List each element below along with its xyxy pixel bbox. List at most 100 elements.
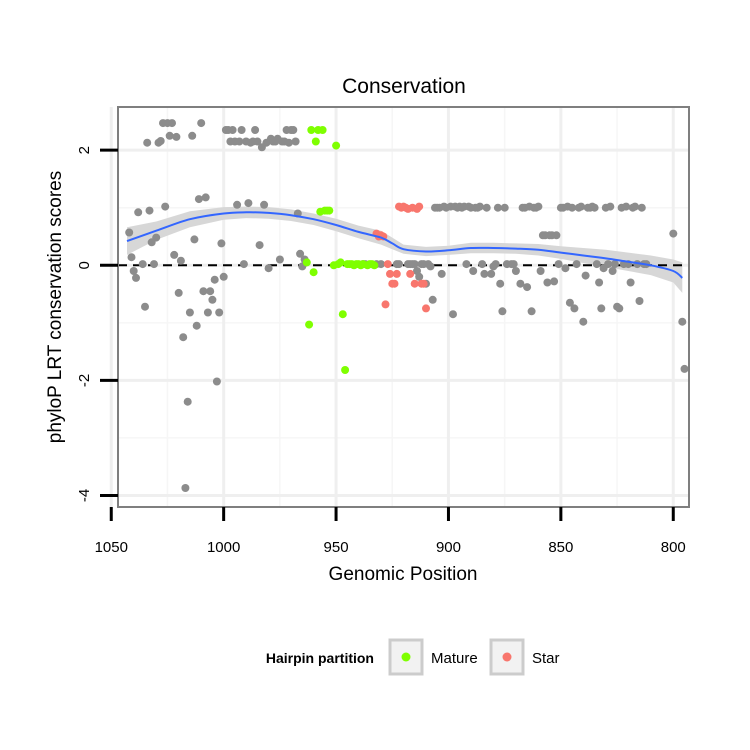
point-other	[275, 255, 284, 264]
point-other	[491, 260, 500, 269]
point-other	[172, 132, 181, 141]
point-other	[595, 278, 604, 287]
point-star	[386, 269, 394, 278]
point-other	[482, 203, 491, 212]
point-other	[615, 304, 624, 313]
point-other	[561, 264, 570, 273]
point-other	[138, 260, 147, 269]
x-tick-label: 950	[324, 539, 349, 556]
point-other	[534, 202, 543, 211]
point-other	[496, 279, 505, 288]
point-other	[581, 271, 590, 280]
point-other	[410, 260, 419, 269]
chart-title: Conservation	[342, 75, 466, 98]
point-other	[604, 260, 613, 269]
point-other	[606, 202, 615, 211]
point-other	[170, 250, 179, 259]
legend-label-mature: Mature	[431, 650, 478, 667]
point-other	[217, 239, 226, 248]
point-other	[233, 200, 242, 209]
point-mature	[305, 320, 314, 329]
point-other	[132, 273, 140, 282]
legend-dot-star	[502, 652, 512, 662]
point-other	[475, 202, 484, 211]
y-tick-label: -4	[76, 489, 93, 502]
point-other	[610, 260, 619, 269]
point-other	[150, 260, 158, 269]
point-star	[381, 300, 390, 309]
point-other	[251, 126, 260, 134]
point-other	[543, 278, 552, 287]
point-other	[568, 203, 577, 212]
x-tick-label: 800	[661, 539, 686, 556]
point-other	[680, 364, 689, 373]
data-points	[125, 119, 689, 492]
point-other	[183, 397, 192, 406]
legend-title: Hairpin partition	[266, 650, 374, 666]
point-other	[516, 279, 525, 288]
point-star	[392, 269, 401, 278]
point-other	[174, 288, 183, 297]
point-other	[127, 253, 136, 262]
point-other	[264, 264, 273, 273]
point-other	[179, 333, 188, 342]
legend-label-star: Star	[532, 650, 560, 667]
point-other	[125, 228, 134, 237]
point-other	[237, 126, 246, 134]
point-other	[395, 260, 403, 269]
point-other	[192, 321, 201, 330]
point-other	[255, 241, 264, 250]
point-other	[134, 208, 143, 217]
point-other	[590, 203, 599, 212]
plot-border	[117, 106, 690, 508]
point-other	[469, 267, 478, 275]
point-mature	[311, 137, 320, 146]
point-other	[210, 275, 219, 284]
point-mature	[307, 126, 316, 134]
point-mature	[318, 126, 327, 134]
point-other	[480, 269, 489, 278]
point-other	[426, 262, 435, 271]
point-other	[253, 137, 262, 146]
point-other	[631, 202, 639, 211]
point-other	[239, 260, 248, 269]
point-star	[415, 202, 424, 211]
point-other	[637, 203, 646, 212]
x-tick-label: 1000	[207, 539, 240, 556]
point-other	[161, 202, 170, 211]
point-mature	[370, 261, 379, 270]
point-other	[523, 283, 532, 292]
point-other	[244, 199, 253, 208]
point-other	[449, 310, 457, 319]
point-other	[181, 484, 190, 492]
point-other	[141, 302, 149, 311]
point-other	[577, 202, 586, 211]
point-mature	[302, 258, 311, 267]
point-other	[487, 269, 496, 278]
point-other	[511, 267, 520, 275]
point-other	[635, 297, 644, 305]
y-axis-label: phyloP LRT conservation scores	[45, 171, 66, 444]
point-other	[550, 277, 559, 286]
y-tick-label: -2	[76, 374, 93, 387]
point-other	[669, 229, 678, 238]
x-tick-label: 900	[436, 539, 461, 556]
point-mature	[338, 310, 347, 319]
point-other	[219, 272, 228, 281]
point-other	[260, 200, 269, 209]
point-other	[592, 260, 601, 269]
point-other	[570, 304, 579, 313]
point-other	[552, 231, 561, 240]
point-other	[579, 317, 588, 326]
smooth-curve	[126, 211, 683, 279]
point-star	[406, 269, 415, 278]
point-other	[185, 308, 194, 317]
point-other	[626, 278, 635, 287]
point-other	[156, 137, 165, 145]
point-mature	[309, 268, 318, 277]
point-other	[565, 298, 574, 307]
point-other	[622, 202, 631, 211]
point-other	[415, 272, 424, 281]
point-mature	[336, 258, 345, 267]
